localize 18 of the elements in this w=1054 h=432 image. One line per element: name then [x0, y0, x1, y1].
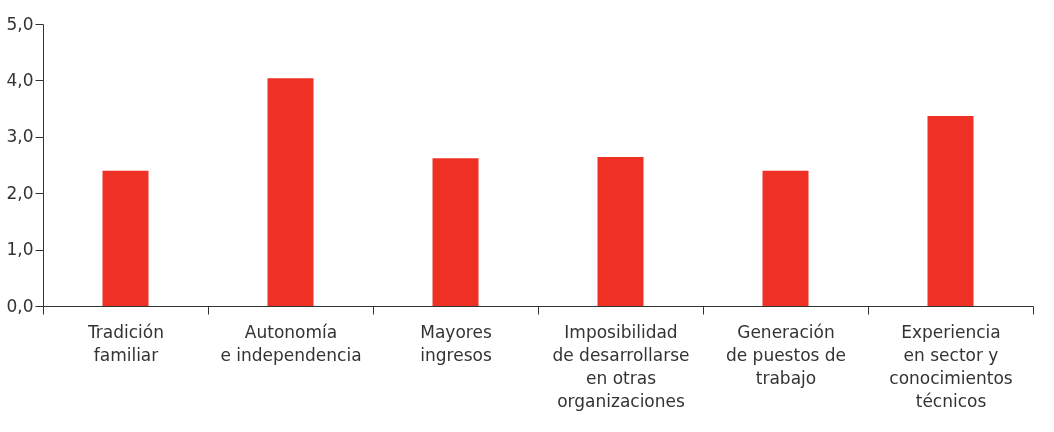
y-tick-label: 4,0: [6, 69, 34, 90]
bar: [927, 115, 974, 306]
y-tick-label: 3,0: [6, 126, 34, 147]
bar: [762, 170, 809, 306]
y-tick-label: 0,0: [6, 295, 34, 316]
x-tick-label: Generación de puestos de trabajo: [725, 321, 847, 388]
bar: [102, 170, 149, 306]
y-tick-label: 5,0: [6, 13, 34, 34]
x-tick-label: Experiencia en sector y conocimientos técnicos: [889, 321, 1013, 411]
x-tick-label: Mayores ingresos: [420, 321, 492, 365]
x-tick-label: Autonomía e independencia: [220, 321, 362, 365]
bar: [597, 157, 644, 306]
y-tick-label: 1,0: [6, 239, 34, 260]
x-tick-label: Tradición familiar: [86, 321, 165, 365]
bar: [267, 78, 314, 306]
bar: [432, 158, 479, 306]
y-tick-label: 2,0: [6, 182, 34, 203]
x-tick-label: Imposibilidad de desarrollarse en otras organizaciones: [552, 321, 690, 411]
